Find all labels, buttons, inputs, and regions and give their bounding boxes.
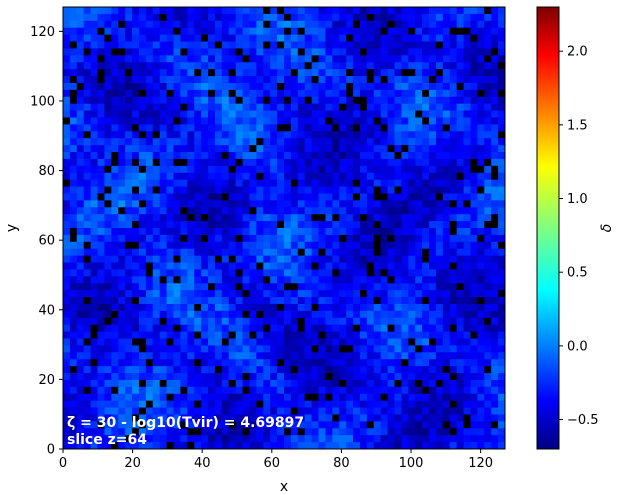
colorbar-tick-label: 0.0 (567, 339, 588, 354)
colorbar-tick-label: 1.0 (567, 192, 588, 207)
x-axis-ticks: 0 20 40 60 80 100 120 (59, 449, 493, 471)
y-tick-label: 40 (38, 303, 55, 318)
colorbar-label: δ (599, 224, 615, 233)
x-tick-label: 0 (59, 456, 67, 471)
colorbar-ticks: 2.0 1.5 1.0 0.5 0.0 −0.5 (559, 45, 599, 428)
y-axis-label: y (4, 224, 20, 232)
y-tick-label: 20 (38, 373, 55, 388)
colorbar (536, 6, 560, 450)
x-tick-label: 20 (124, 456, 141, 471)
y-axis-ticks: 0 20 40 60 80 100 120 (30, 25, 63, 458)
annotation-zeta-line: ζ = 30 - log10(Tvir) = 4.69897 (67, 415, 304, 431)
annotation-slice-line: slice z=64 (67, 432, 147, 448)
plot-frame (62, 6, 506, 450)
colorbar-tick-label: 0.5 (567, 266, 588, 281)
y-tick-label: 120 (30, 25, 55, 40)
y-tick-label: 100 (30, 94, 55, 109)
colorbar-tick-label: 1.5 (567, 118, 588, 133)
x-tick-label: 80 (333, 456, 350, 471)
y-tick-label: 80 (38, 164, 55, 179)
colorbar-tick-label: −0.5 (567, 413, 599, 428)
x-tick-label: 100 (399, 456, 424, 471)
y-tick-label: 0 (47, 443, 55, 458)
x-tick-label: 60 (264, 456, 281, 471)
heatmap-plot-area (63, 7, 505, 449)
y-tick-label: 60 (38, 234, 55, 249)
x-axis-label: x (280, 479, 288, 495)
x-tick-label: 40 (194, 456, 211, 471)
colorbar-tick-label: 2.0 (567, 45, 588, 60)
x-tick-label: 120 (468, 456, 493, 471)
